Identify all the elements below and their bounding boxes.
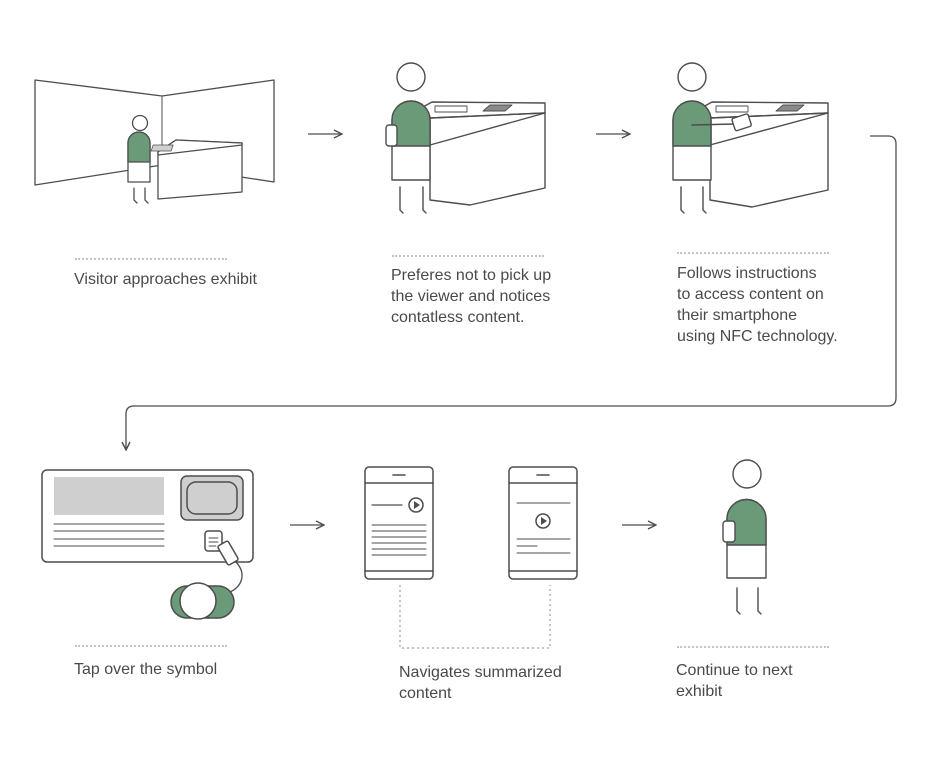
flow-connector-arrow [126, 135, 897, 450]
caption-divider [677, 252, 829, 254]
caption-divider [75, 645, 227, 647]
step-2-caption: Preferes not to pick up the viewer and n… [391, 267, 552, 326]
visitor-walking-illustration [722, 459, 767, 615]
nfc-tap-panel-illustration [41, 469, 254, 620]
phones-bracket [399, 585, 551, 649]
caption-divider [677, 646, 829, 648]
step-3-caption: Follows instructions to access content o… [677, 265, 838, 345]
step-1-caption: Visitor approaches exhibit [74, 271, 257, 288]
visitor-tapping-phone-illustration [672, 62, 829, 214]
visitor-at-kiosk-illustration [385, 62, 546, 214]
smartphone-screens-illustration [364, 466, 578, 580]
caption-divider [75, 258, 227, 260]
caption-divider [392, 255, 544, 257]
step-6-caption: Continue to next exhibit [676, 662, 793, 700]
step-4-caption: Tap over the symbol [74, 661, 218, 678]
exhibit-room-illustration [34, 79, 275, 204]
step-5-caption: Navigates summarized content [399, 664, 562, 702]
